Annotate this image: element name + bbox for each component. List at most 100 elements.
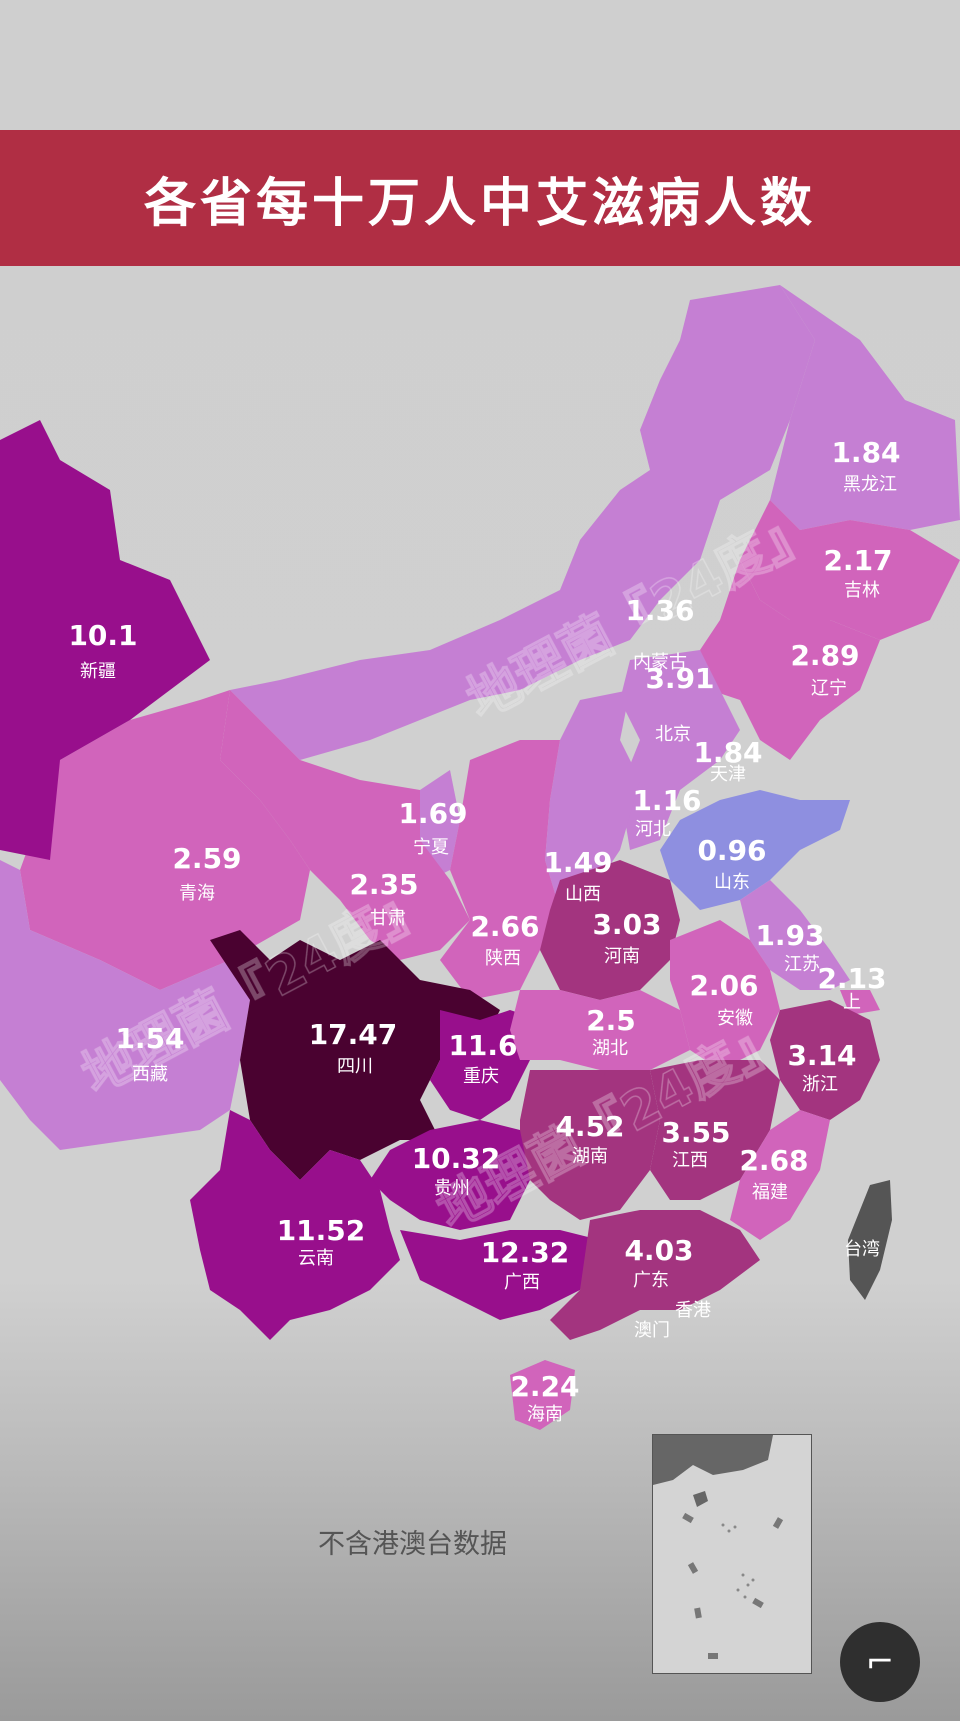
province-name-天津: 天津 bbox=[710, 764, 746, 785]
province-name-重庆: 重庆 bbox=[463, 1066, 499, 1087]
province-value-辽宁: 2.89 bbox=[790, 639, 859, 672]
province-shape-浙江 bbox=[770, 1000, 880, 1120]
province-shape-安徽 bbox=[670, 920, 780, 1070]
province-name-新疆: 新疆 bbox=[80, 661, 116, 682]
province-name-广东: 广东 bbox=[633, 1270, 669, 1291]
province-name-西藏: 西藏 bbox=[132, 1064, 168, 1085]
province-value-重庆: 11.6 bbox=[448, 1029, 517, 1062]
province-shape-贵州 bbox=[370, 1120, 530, 1230]
province-name-山东: 山东 bbox=[714, 872, 750, 893]
province-name-宁夏: 宁夏 bbox=[413, 837, 449, 858]
province-value-广东: 4.03 bbox=[624, 1234, 693, 1267]
province-shape-山东 bbox=[660, 790, 850, 910]
title-banner: 各省每十万人中艾滋病人数 bbox=[0, 130, 960, 266]
province-name-浙江: 浙江 bbox=[802, 1074, 838, 1095]
province-shape-甘肃 bbox=[220, 690, 470, 960]
province-value-青海: 2.59 bbox=[172, 842, 241, 875]
province-name-贵州: 贵州 bbox=[434, 1178, 470, 1199]
province-value-江苏: 1.93 bbox=[755, 919, 824, 952]
province-name-四川: 四川 bbox=[337, 1056, 373, 1077]
province-value-四川: 17.47 bbox=[309, 1018, 398, 1051]
province-shape-湖北 bbox=[510, 990, 690, 1070]
province-shape-河北 bbox=[620, 650, 740, 850]
province-name-甘肃: 甘肃 bbox=[370, 908, 406, 929]
province-value-湖南: 4.52 bbox=[555, 1110, 624, 1143]
province-value-云南: 11.52 bbox=[277, 1214, 366, 1247]
taiwan-shape bbox=[848, 1180, 892, 1300]
province-name-辽宁: 辽宁 bbox=[811, 678, 847, 699]
province-shape-广西 bbox=[400, 1230, 600, 1320]
province-name-青海: 青海 bbox=[179, 883, 215, 904]
province-shape-广东 bbox=[550, 1210, 760, 1340]
province-value-山西: 1.49 bbox=[543, 846, 612, 879]
province-shape-山西 bbox=[545, 690, 640, 910]
close-button[interactable]: ⌐ bbox=[840, 1622, 920, 1702]
province-shape-陕西 bbox=[440, 740, 560, 1000]
province-value-贵州: 10.32 bbox=[412, 1142, 501, 1175]
province-shape-新疆 bbox=[0, 420, 210, 860]
province-value-广西: 12.32 bbox=[481, 1236, 570, 1269]
province-name-江苏: 江苏 bbox=[784, 954, 820, 975]
province-shape-云南 bbox=[190, 1110, 400, 1340]
province-value-河北: 1.16 bbox=[632, 784, 701, 817]
province-shape-江西 bbox=[650, 1060, 780, 1200]
province-shape-黑龙江 bbox=[770, 285, 960, 530]
province-shape-河南 bbox=[540, 860, 680, 1000]
province-shape-青海 bbox=[20, 690, 310, 990]
province-value-上海: 2.13 bbox=[817, 962, 886, 995]
province-name-福建: 福建 bbox=[752, 1182, 788, 1203]
province-shape-内蒙古 bbox=[230, 285, 815, 760]
province-name-内蒙古: 内蒙古 bbox=[633, 652, 687, 673]
south-china-sea-inset bbox=[652, 1434, 812, 1674]
close-icon: ⌐ bbox=[865, 1642, 895, 1682]
province-shape-辽宁 bbox=[700, 560, 880, 760]
province-value-陕西: 2.66 bbox=[470, 910, 539, 943]
province-value-北京: 3.91 bbox=[645, 662, 714, 695]
province-name-上海: 上 bbox=[843, 992, 861, 1013]
province-shape-海南 bbox=[510, 1360, 575, 1430]
province-name-云南: 云南 bbox=[298, 1248, 334, 1269]
province-value-福建: 2.68 bbox=[739, 1144, 808, 1177]
province-value-湖北: 2.5 bbox=[586, 1004, 636, 1037]
province-value-宁夏: 1.69 bbox=[398, 797, 467, 830]
province-value-浙江: 3.14 bbox=[787, 1039, 856, 1072]
page-title: 各省每十万人中艾滋病人数 bbox=[143, 173, 816, 234]
province-shape-福建 bbox=[730, 1110, 830, 1240]
province-value-西藏: 1.54 bbox=[115, 1022, 184, 1055]
data-note: 不含港澳台数据 bbox=[318, 1529, 507, 1560]
province-value-内蒙古: 1.36 bbox=[625, 594, 694, 627]
macau-label: 澳门 bbox=[634, 1320, 670, 1341]
province-name-广西: 广西 bbox=[504, 1272, 540, 1293]
province-name-海南: 海南 bbox=[527, 1404, 563, 1425]
province-value-山东: 0.96 bbox=[697, 834, 766, 867]
province-shape-宁夏 bbox=[420, 770, 460, 880]
province-value-甘肃: 2.35 bbox=[349, 868, 418, 901]
province-value-河南: 3.03 bbox=[592, 908, 661, 941]
province-value-安徽: 2.06 bbox=[689, 969, 758, 1002]
province-name-吉林: 吉林 bbox=[844, 580, 880, 601]
province-name-湖北: 湖北 bbox=[592, 1038, 628, 1059]
province-shape-西藏 bbox=[0, 860, 250, 1150]
province-name-河南: 河南 bbox=[604, 946, 640, 967]
hong-kong-label: 香港 bbox=[675, 1300, 711, 1321]
province-shape-湖南 bbox=[520, 1070, 660, 1220]
taiwan-label: 台湾 bbox=[844, 1239, 880, 1260]
province-shape-四川 bbox=[210, 930, 500, 1180]
province-shape-江苏 bbox=[740, 880, 850, 990]
province-name-黑龙江: 黑龙江 bbox=[843, 474, 897, 495]
province-name-江西: 江西 bbox=[672, 1150, 708, 1171]
province-shape-吉林 bbox=[740, 500, 960, 640]
province-name-湖南: 湖南 bbox=[572, 1146, 608, 1167]
province-name-北京: 北京 bbox=[655, 724, 691, 745]
province-value-海南: 2.24 bbox=[510, 1370, 579, 1403]
province-name-河北: 河北 bbox=[635, 819, 671, 840]
province-name-安徽: 安徽 bbox=[717, 1008, 753, 1029]
province-value-吉林: 2.17 bbox=[823, 544, 892, 577]
province-shape-上海 bbox=[840, 990, 880, 1015]
province-value-新疆: 10.1 bbox=[68, 619, 137, 652]
inset-map bbox=[653, 1435, 784, 1659]
province-name-山西: 山西 bbox=[565, 884, 601, 905]
province-value-江西: 3.55 bbox=[661, 1116, 730, 1149]
province-value-天津: 1.84 bbox=[693, 736, 762, 769]
